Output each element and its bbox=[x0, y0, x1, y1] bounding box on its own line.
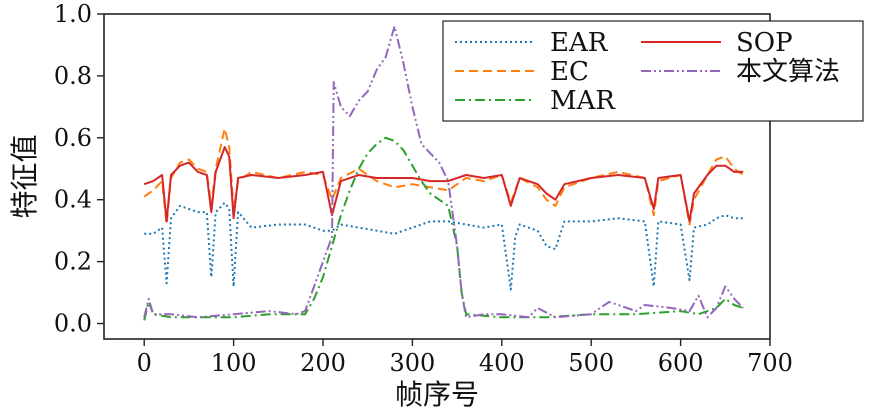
x-tick-label: 400 bbox=[479, 349, 525, 377]
x-tick-label: 500 bbox=[568, 349, 614, 377]
x-tick-label: 700 bbox=[747, 349, 793, 377]
y-tick-label: 0.0 bbox=[54, 310, 92, 338]
x-axis-title: 帧序号 bbox=[395, 378, 479, 411]
y-tick-label: 0.4 bbox=[54, 186, 92, 214]
series-line-2 bbox=[143, 127, 744, 226]
series-line-4 bbox=[143, 146, 744, 223]
x-tick-label: 0 bbox=[137, 349, 152, 377]
legend-label: MAR bbox=[550, 86, 616, 116]
y-tick-label: 0.6 bbox=[54, 124, 92, 152]
y-tick-label: 0.2 bbox=[54, 248, 92, 276]
legend-label: EC bbox=[550, 57, 589, 87]
plot-series bbox=[143, 25, 744, 321]
x-tick-label: 300 bbox=[390, 349, 436, 377]
y-tick-label: 1.0 bbox=[54, 0, 92, 28]
plot-frame bbox=[103, 13, 771, 340]
x-tick-label: 200 bbox=[300, 349, 346, 377]
x-axis: 0 100 200 300 400 500 600 700 bbox=[137, 339, 793, 377]
y-axis-title: 特征值 bbox=[8, 134, 41, 218]
series-line-5 bbox=[143, 25, 744, 319]
y-tick-label: 0.8 bbox=[54, 62, 92, 90]
legend-label: SOP bbox=[736, 28, 793, 58]
legend-box bbox=[442, 20, 864, 122]
legend-label: EAR bbox=[550, 28, 609, 58]
legend-label: 本文算法 bbox=[736, 57, 840, 87]
series-line-3 bbox=[143, 136, 744, 321]
x-tick-label: 600 bbox=[658, 349, 704, 377]
y-axis: 0.0 0.2 0.4 0.6 0.8 1.0 bbox=[54, 0, 104, 338]
x-tick-label: 100 bbox=[211, 349, 257, 377]
